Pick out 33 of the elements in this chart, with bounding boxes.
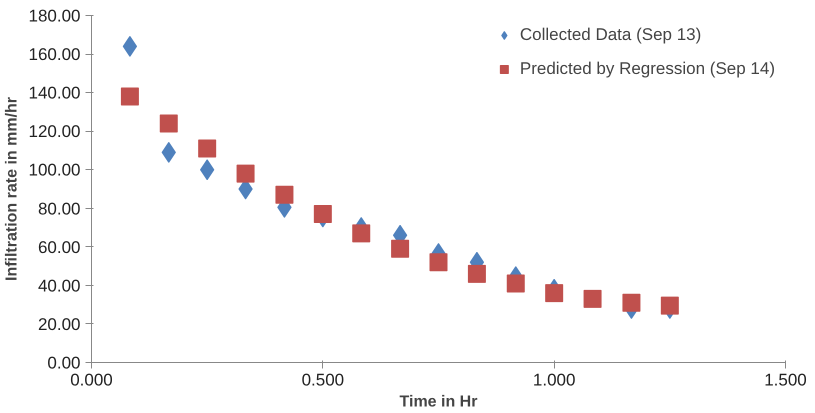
point [506, 274, 525, 292]
y-axis-title: Infiltration rate in mm/hr [4, 96, 21, 282]
x-tick-label: 1.500 [764, 370, 807, 390]
x-tick-label: 0.000 [70, 370, 113, 390]
y-tick-label: 80.00 [38, 199, 81, 218]
point [660, 296, 679, 315]
legend-label: Predicted by Regression (Sep 14) [520, 59, 775, 79]
point [468, 264, 486, 283]
y-tick-label: 60.00 [38, 238, 81, 257]
y-tick-label: 100.00 [28, 160, 81, 180]
point [160, 114, 178, 132]
y-tick-label: 160.00 [28, 45, 81, 64]
point [236, 164, 255, 183]
point [430, 253, 448, 272]
y-tick-label: 140.00 [28, 84, 81, 103]
point [584, 290, 602, 308]
point [275, 186, 294, 204]
y-tick-label: 0.00 [47, 354, 81, 372]
x-tick-label: 0.500 [302, 370, 344, 390]
y-tick-label: 120.00 [28, 122, 81, 142]
y-tick-label: 20.00 [38, 314, 81, 334]
point [391, 240, 410, 258]
y-tick-label: 180.00 [28, 6, 81, 26]
point [314, 205, 332, 224]
point [120, 87, 139, 106]
y-tick-label: 40.00 [38, 276, 81, 296]
point [545, 284, 564, 302]
point [622, 294, 640, 312]
point [352, 224, 370, 242]
x-tick-label: 1.000 [532, 370, 576, 390]
x-axis-title: Time in Hr [400, 394, 478, 410]
legend-label: Collected Data (Sep 13) [520, 25, 702, 45]
point [198, 140, 216, 158]
